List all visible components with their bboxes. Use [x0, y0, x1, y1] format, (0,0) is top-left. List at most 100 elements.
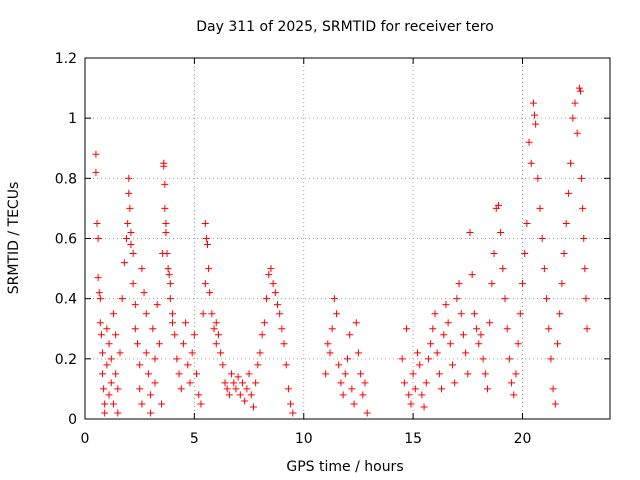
data-point — [171, 331, 179, 339]
data-point — [545, 325, 553, 333]
data-point — [173, 355, 181, 363]
data-point — [519, 280, 526, 288]
data-point — [267, 265, 275, 273]
data-point — [422, 379, 430, 387]
data-point — [232, 385, 240, 393]
data-point — [564, 189, 572, 197]
data-point — [103, 325, 111, 333]
x-tick-label: 0 — [81, 431, 90, 447]
data-point — [442, 301, 450, 309]
data-point — [440, 331, 448, 339]
data-point — [407, 400, 415, 408]
data-point — [208, 310, 216, 318]
data-point — [575, 84, 583, 92]
data-point — [348, 385, 356, 393]
data-point — [92, 168, 100, 176]
data-point — [400, 379, 408, 387]
data-point — [162, 219, 170, 227]
data-point — [265, 271, 273, 279]
data-point — [289, 409, 297, 417]
data-point — [162, 228, 170, 236]
data-point — [488, 280, 496, 288]
data-point — [411, 385, 419, 393]
data-point — [134, 340, 141, 348]
data-point — [105, 391, 113, 399]
data-point — [525, 138, 533, 146]
data-point — [221, 379, 229, 387]
data-point — [457, 310, 465, 318]
data-point — [479, 355, 487, 363]
data-point — [100, 385, 108, 393]
data-point — [147, 391, 155, 399]
data-point — [514, 340, 522, 348]
data-point — [201, 280, 209, 288]
data-point — [151, 379, 159, 387]
data-point — [131, 325, 139, 333]
data-point — [361, 379, 369, 387]
data-point — [523, 219, 531, 227]
y-tick-label: 0.2 — [55, 352, 77, 368]
data-point — [258, 331, 266, 339]
y-tick-label: 0.8 — [55, 171, 77, 187]
data-point — [357, 370, 365, 378]
data-point — [534, 174, 542, 182]
chart-title: Day 311 of 2025, SRMTID for receiver ter… — [196, 19, 494, 35]
data-point — [186, 379, 194, 387]
data-point — [573, 129, 581, 137]
data-point — [269, 280, 277, 288]
data-point — [473, 325, 481, 333]
data-point — [205, 265, 213, 273]
data-point — [129, 280, 137, 288]
data-points — [92, 84, 591, 417]
data-point — [254, 361, 262, 369]
data-point — [94, 235, 102, 242]
data-point — [484, 385, 491, 393]
data-point — [494, 201, 502, 209]
data-point — [446, 340, 454, 348]
data-point — [175, 370, 183, 378]
data-point — [147, 409, 155, 417]
data-point — [567, 159, 575, 167]
data-point — [217, 349, 225, 357]
data-point — [280, 340, 288, 348]
data-point — [556, 310, 564, 318]
data-point — [453, 295, 461, 303]
data-point — [219, 361, 227, 369]
data-point — [109, 400, 117, 408]
data-point — [543, 295, 551, 303]
data-point — [431, 310, 439, 318]
data-point — [359, 391, 367, 399]
data-point — [560, 250, 568, 258]
data-point — [127, 228, 135, 236]
data-point — [184, 361, 192, 369]
data-point — [136, 361, 144, 369]
data-point — [94, 274, 102, 282]
data-point — [112, 370, 120, 378]
x-tick-label: 5 — [190, 431, 199, 447]
data-point — [243, 385, 251, 393]
x-tick-label: 20 — [514, 431, 532, 447]
data-point — [103, 361, 111, 369]
data-point — [451, 379, 459, 387]
data-point — [326, 349, 334, 357]
data-point — [271, 289, 279, 297]
data-point — [549, 385, 557, 393]
data-point — [330, 295, 338, 303]
data-point — [114, 385, 122, 393]
data-point — [202, 235, 210, 242]
data-point — [352, 319, 360, 327]
data-point — [499, 265, 507, 273]
data-point — [193, 370, 201, 378]
data-point — [554, 340, 561, 348]
data-point — [201, 219, 209, 227]
data-point — [335, 361, 343, 369]
data-point — [579, 204, 587, 212]
data-point — [228, 370, 236, 378]
data-point — [420, 403, 428, 411]
data-point — [99, 370, 106, 378]
data-point — [403, 325, 411, 333]
data-point — [129, 250, 137, 258]
data-point — [166, 295, 174, 303]
data-point — [252, 379, 260, 387]
